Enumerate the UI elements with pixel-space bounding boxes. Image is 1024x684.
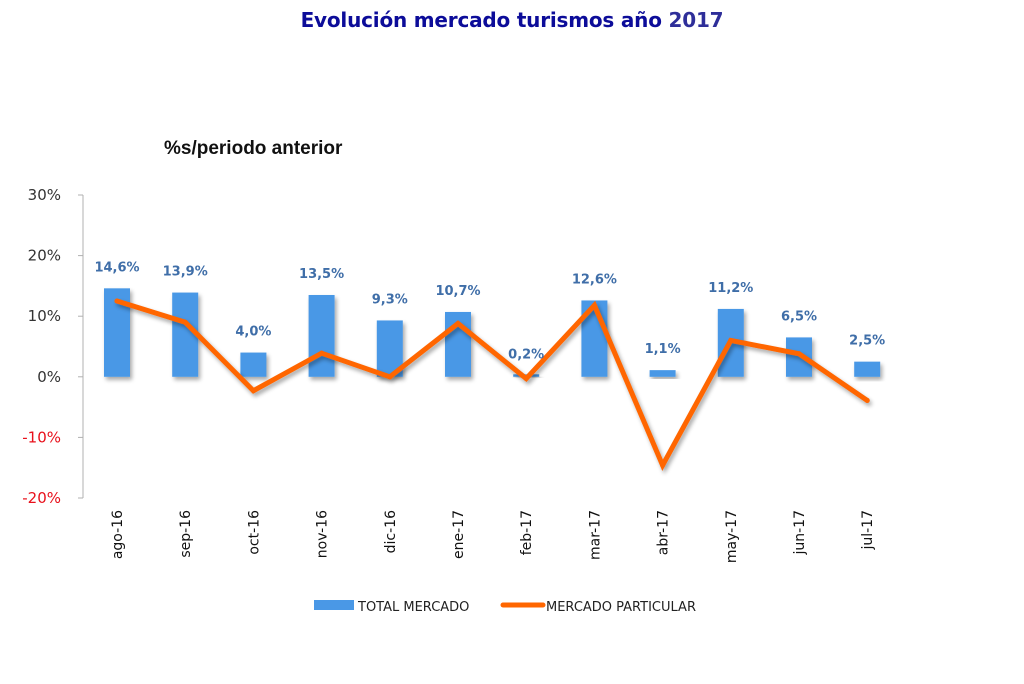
y-tick-label: -10% <box>22 428 61 446</box>
x-axis: ago-16 sep-16 oct-16 nov-16 dic-16 ene-17 feb-… <box>110 510 876 563</box>
bar-abr-17 <box>649 370 676 377</box>
line-point-feb-17 <box>523 376 529 382</box>
line-path <box>114 298 870 471</box>
x-tick-label: oct-16 <box>246 510 262 555</box>
chart-title-year: 2017 <box>668 8 724 32</box>
line-point-jul-17 <box>864 397 870 403</box>
line-point-dic-16 <box>387 374 393 380</box>
x-tick-label: jun-17 <box>792 510 808 556</box>
bar-series-total-mercado <box>104 288 881 377</box>
y-tick-label: 30% <box>28 186 61 204</box>
line-point-ago-16 <box>114 298 120 304</box>
data-label-ene-17: 10,7% <box>435 284 480 299</box>
line-point-ene-17 <box>455 320 461 326</box>
x-tick-label: may-17 <box>724 510 740 563</box>
chart-title-text: Evolución mercado turismos año <box>300 8 662 32</box>
x-tick-label: sep-16 <box>178 510 194 558</box>
bar-sep-16 <box>172 292 199 377</box>
data-label-dic-16: 9,3% <box>372 292 408 307</box>
line-point-abr-17 <box>660 462 666 468</box>
chart-subtitle: %s/periodo anterior <box>164 138 343 159</box>
line-point-sep-16 <box>182 319 188 325</box>
chart-title: Evolución mercado turismos año 2017 <box>0 8 1024 32</box>
y-tick-label: 0% <box>37 368 61 386</box>
legend-swatch-total-mercado <box>314 600 354 610</box>
x-tick-label: jul-17 <box>860 510 876 551</box>
line-point-jun-17 <box>796 351 802 357</box>
x-tick-label: ago-16 <box>110 510 126 559</box>
bar-nov-16 <box>308 294 335 377</box>
data-label-sep-16: 13,9% <box>163 265 208 280</box>
bar-oct-16 <box>240 352 267 377</box>
legend: TOTAL MERCADO MERCADO PARTICULAR <box>314 600 696 615</box>
x-tick-label: ene-17 <box>451 510 467 559</box>
line-point-mar-17 <box>591 302 597 308</box>
legend-label-total-mercado: TOTAL MERCADO <box>357 600 469 615</box>
y-tick-label: -20% <box>22 489 61 507</box>
y-axis: 30% 20% 10% 0% -10% -20% <box>22 186 84 507</box>
line-point-oct-16 <box>250 388 256 394</box>
x-tick-label: dic-16 <box>383 510 399 553</box>
data-label-nov-16: 13,5% <box>299 267 344 282</box>
data-label-feb-17: 0,2% <box>508 348 544 363</box>
data-label-oct-16: 4,0% <box>235 325 271 340</box>
data-label-jul-17: 2,5% <box>849 334 885 349</box>
data-label-may-17: 11,2% <box>708 281 753 296</box>
data-label-abr-17: 1,1% <box>645 342 681 357</box>
x-tick-label: mar-17 <box>587 510 603 560</box>
legend-label-mercado-particular: MERCADO PARTICULAR <box>546 600 696 615</box>
y-tick-label: 20% <box>28 247 61 265</box>
y-tick-label: 10% <box>28 307 61 325</box>
data-label-jun-17: 6,5% <box>781 309 817 324</box>
line-point-nov-16 <box>319 350 325 356</box>
x-tick-label: abr-17 <box>656 510 672 555</box>
line-series-mercado-particular <box>114 298 870 471</box>
data-label-mar-17: 12,6% <box>572 272 617 287</box>
line-point-may-17 <box>728 337 734 343</box>
data-labels: 14,6% 13,9% 4,0% 13,5% 9,3% 10,7% 0,2% 12,6% 1,1… <box>94 260 885 362</box>
bar-jul-17 <box>854 361 881 377</box>
x-tick-label: feb-17 <box>519 510 535 555</box>
data-label-ago-16: 14,6% <box>94 260 139 275</box>
x-tick-label: nov-16 <box>315 510 331 558</box>
